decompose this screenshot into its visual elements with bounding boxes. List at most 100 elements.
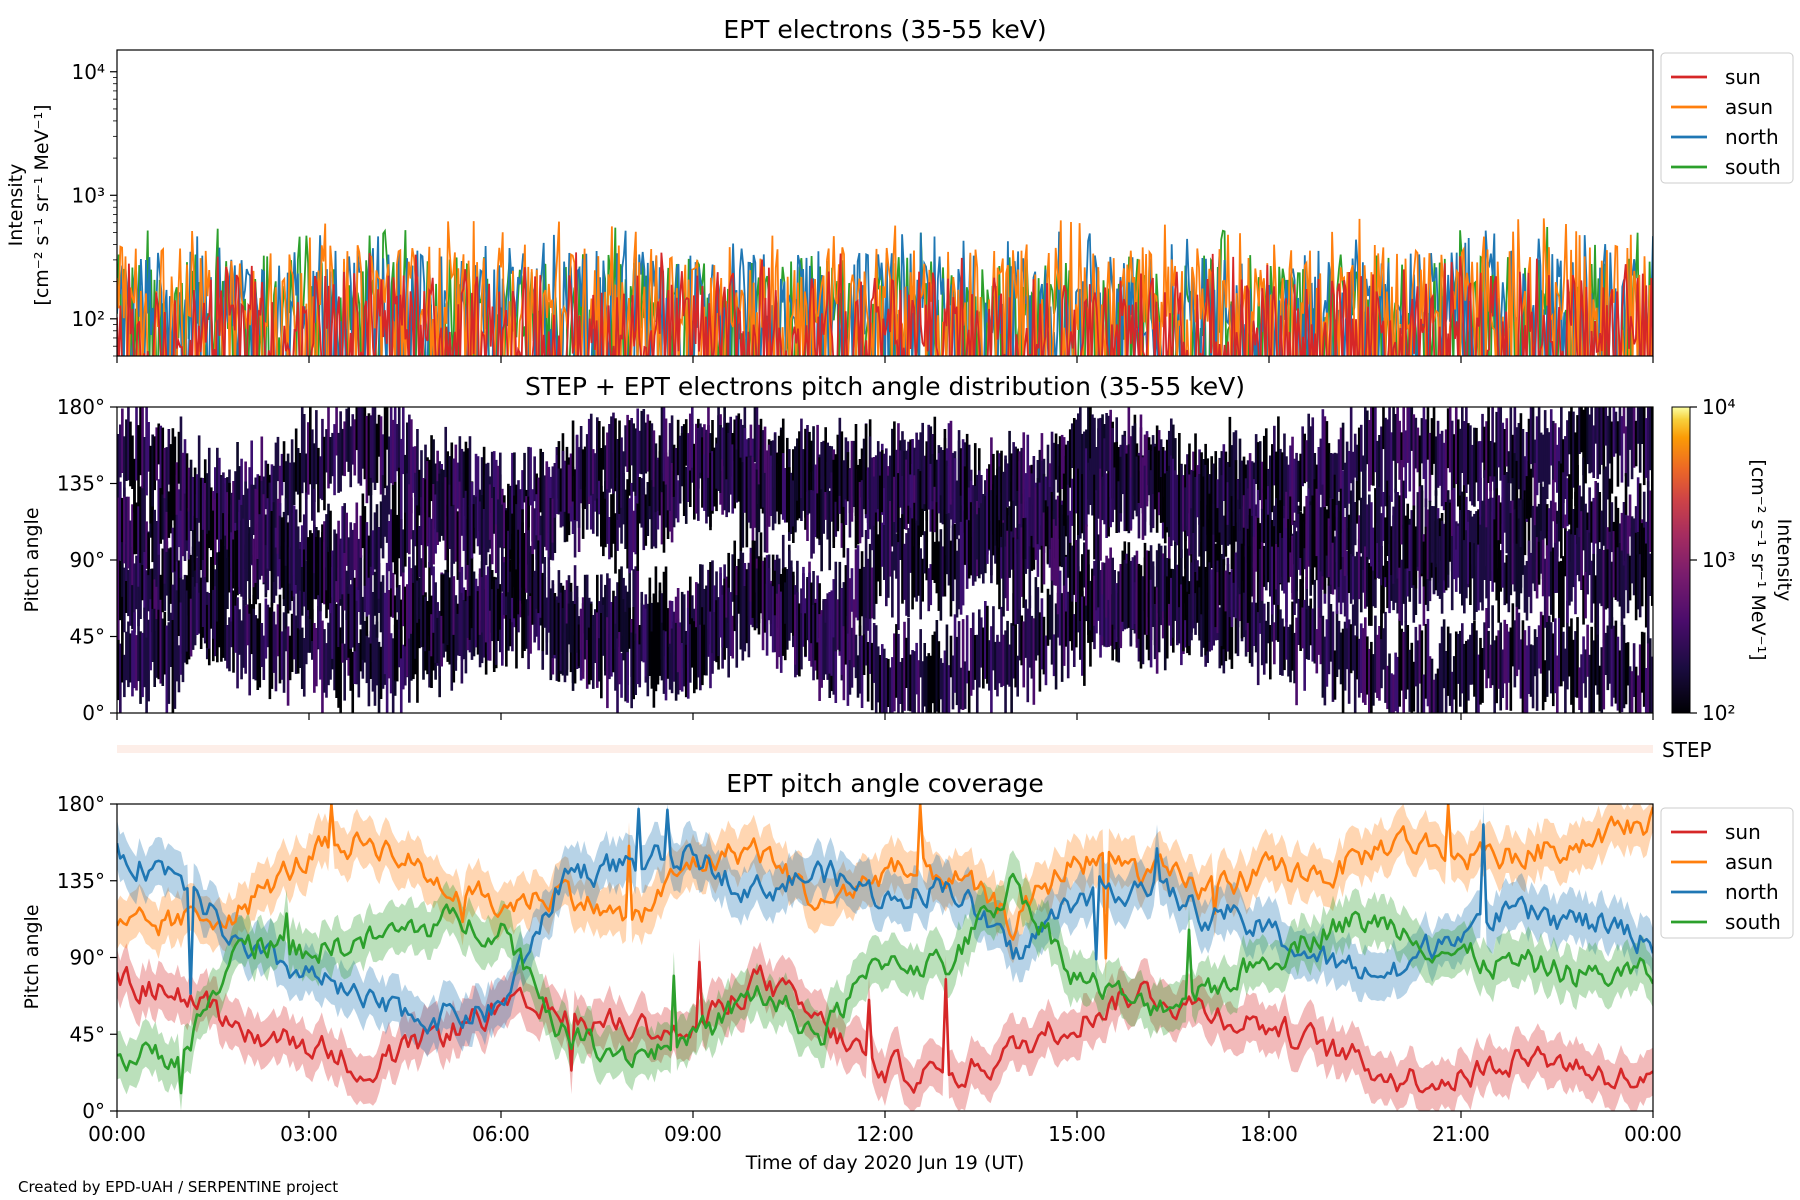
heatmap-cell [1117, 481, 1121, 533]
heatmap-cell [1467, 423, 1470, 485]
heatmap-cell [1178, 481, 1181, 557]
heatmap-cell [535, 535, 538, 609]
heatmap-cell [216, 493, 219, 540]
heatmap-cell [416, 614, 419, 703]
heatmap-cell [1402, 631, 1406, 713]
heatmap-cell [157, 479, 161, 555]
heatmap-cell [1650, 515, 1653, 606]
heatmap-cell [1574, 534, 1577, 615]
heatmap-cell [949, 420, 953, 505]
heatmap-cell [1574, 631, 1577, 698]
heatmap-cell [1062, 473, 1066, 537]
heatmap-cell [1309, 505, 1313, 569]
heatmap-cell [937, 541, 941, 611]
heatmap-cell [887, 658, 890, 707]
heatmap-cell [367, 572, 371, 615]
heatmap-cell [666, 484, 670, 539]
heatmap-cell [319, 537, 322, 612]
heatmap-cell [1014, 538, 1017, 625]
heatmap-cell [549, 498, 553, 560]
heatmap-cell [630, 482, 633, 571]
heatmap-cell [1489, 497, 1492, 581]
heatmap-cell [1123, 559, 1127, 630]
heatmap-cell [353, 523, 357, 571]
heatmap-cell [644, 422, 648, 474]
heatmap-cell [1495, 488, 1498, 563]
heatmap-cell [1493, 640, 1496, 713]
heatmap-cell [996, 634, 999, 697]
heatmap-cell [1171, 569, 1175, 638]
heatmap-cell [1323, 636, 1327, 706]
heatmap-cell [1473, 427, 1476, 507]
heatmap-cell [1515, 589, 1519, 677]
heatmap-cell [292, 576, 296, 660]
heatmap-cell [1238, 509, 1242, 595]
x-tick-label: 21:00 [1432, 1122, 1490, 1146]
heatmap-cell [1535, 416, 1539, 496]
heatmap-cell [1180, 464, 1183, 558]
heatmap-cell [650, 631, 654, 689]
heatmap-cell [963, 661, 967, 709]
heatmap-cell [866, 558, 870, 631]
heatmap-cell [141, 632, 144, 698]
heatmap-cell [1361, 477, 1365, 570]
heatmap-cell [880, 522, 884, 567]
heatmap-cell [1566, 531, 1569, 623]
heatmap-cell [595, 574, 599, 643]
heatmap-cell [218, 457, 221, 552]
heatmap-cell [1018, 522, 1022, 610]
heatmap-cell [488, 484, 492, 540]
heatmap-cell [1628, 555, 1632, 601]
heatmap-cell [695, 627, 698, 690]
heatmap-cell [1418, 624, 1422, 684]
colorbar-label-line1: Intensity [1773, 519, 1795, 602]
heatmap-cell [321, 418, 324, 501]
heatmap-cell [1602, 469, 1606, 546]
heatmap-cell [1448, 633, 1452, 706]
heatmap-cell [763, 426, 767, 515]
heatmap-cell [911, 650, 914, 713]
heatmap-cell [1016, 655, 1019, 697]
heatmap-cell [515, 585, 518, 669]
heatmap-cell [367, 535, 371, 578]
heatmap-cell [1200, 541, 1203, 615]
heatmap-cell [929, 426, 933, 478]
heatmap-cell [1297, 598, 1300, 645]
heatmap-cell [1295, 617, 1298, 706]
heatmap-cell [1165, 471, 1169, 528]
heatmap-cell [1638, 483, 1642, 559]
heatmap-cell [555, 455, 559, 514]
heatmap-cell [1636, 477, 1640, 555]
heatmap-cell [571, 420, 575, 502]
step-bar [117, 745, 1653, 753]
heatmap-cell [921, 661, 924, 713]
heatmap-cell [1410, 510, 1414, 566]
heatmap-cell [1331, 453, 1335, 503]
heatmap-cell [897, 473, 900, 546]
heatmap-cell [1608, 531, 1612, 623]
heatmap-cell [373, 407, 377, 490]
heatmap-cell [1155, 425, 1159, 504]
heatmap-cell [1250, 524, 1254, 597]
heatmap-cell [745, 456, 749, 548]
heatmap-cell [648, 597, 652, 676]
heatmap-cell [315, 410, 318, 485]
heatmap-cell [1614, 496, 1618, 540]
heatmap-cells [117, 407, 1653, 713]
heatmap-cell [1537, 407, 1541, 483]
panel2-ylabel: Pitch angle [21, 507, 43, 612]
heatmap-cell [456, 613, 460, 656]
heatmap-cell [844, 478, 848, 525]
legend-box [1660, 52, 1794, 184]
heatmap-cell [145, 521, 148, 569]
heatmap-cell [874, 512, 878, 604]
heatmap-cell [454, 444, 458, 493]
heatmap-cell [771, 586, 775, 653]
heatmap-cell [1483, 470, 1486, 560]
heatmap-cell [523, 544, 526, 625]
heatmap-cell [155, 521, 159, 587]
heatmap-cell [1291, 536, 1294, 600]
heatmap-cell [1050, 537, 1054, 581]
heatmap-cell [1230, 609, 1234, 669]
